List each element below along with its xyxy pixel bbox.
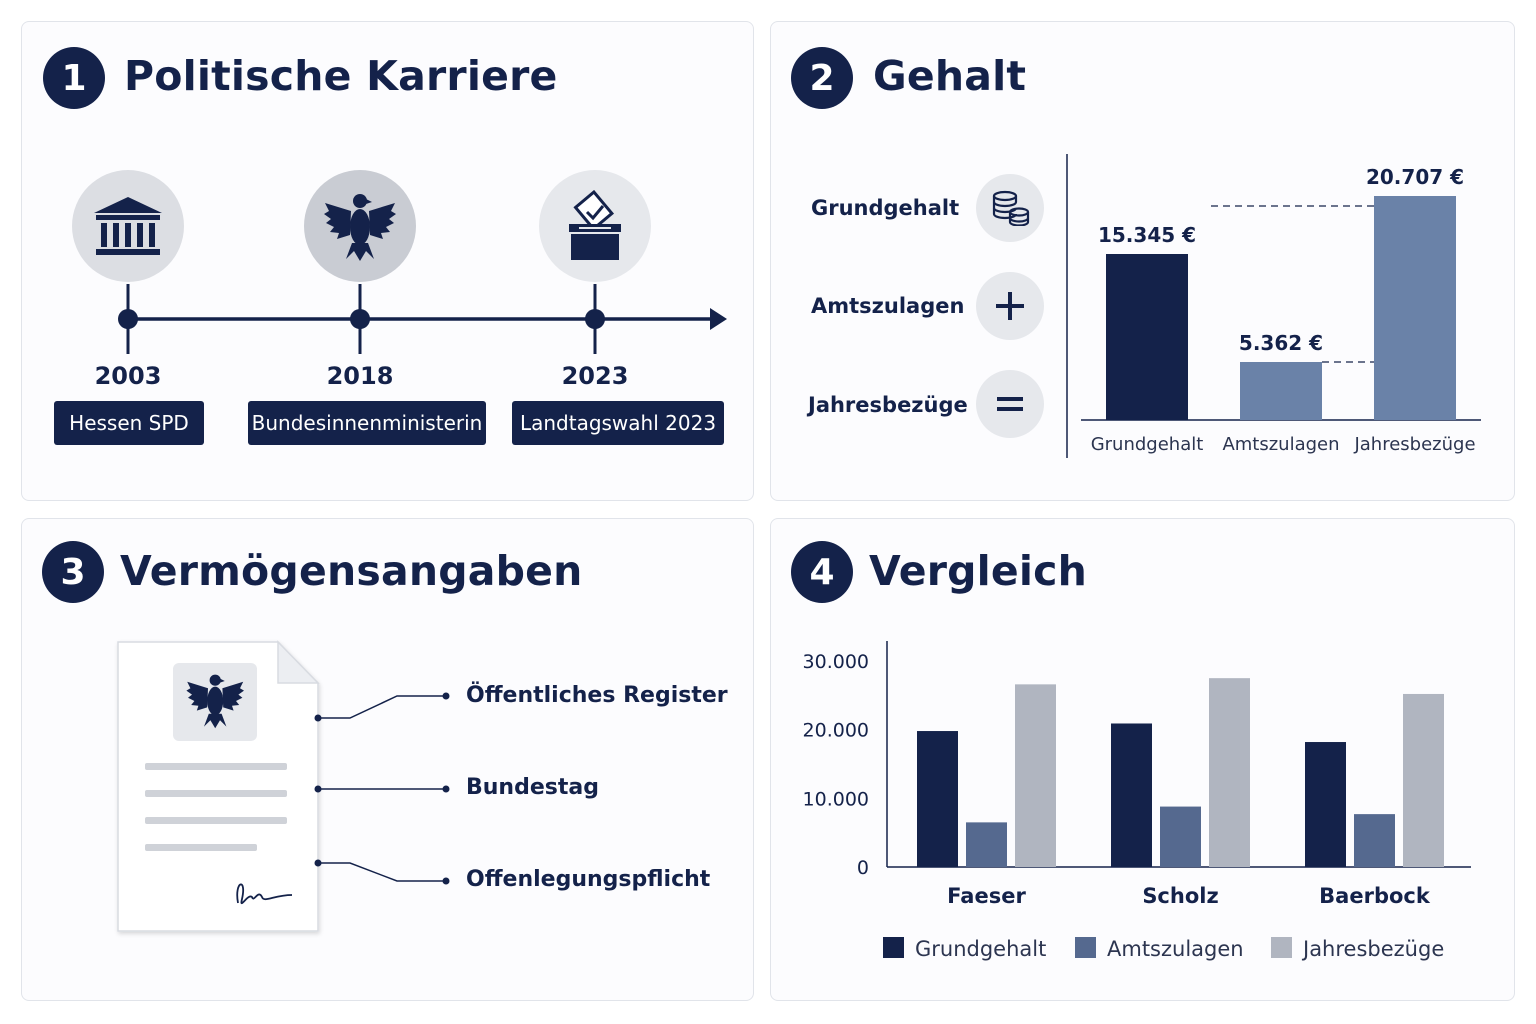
legend-label: Jahresbezüge	[1301, 937, 1444, 961]
bar-scholz-2	[1209, 678, 1250, 867]
bar-faeser-0	[917, 731, 958, 867]
legend-swatch	[1075, 937, 1096, 958]
salary-bar-chart: 15.345 € Grundgehalt 5.362 € Amtszulagen 20.…	[1066, 154, 1481, 458]
section-number-badge: 2	[791, 47, 853, 109]
milestone-label: Bundesinnenministerin	[248, 401, 486, 445]
y-tick-label: 20.000	[803, 720, 869, 742]
bar-faeser-1	[966, 822, 1007, 867]
bar-baerbock-2	[1403, 693, 1444, 867]
bar-0	[1106, 254, 1188, 420]
callout-label: Bundestag	[466, 775, 599, 800]
section-number-badge: 1	[43, 47, 105, 109]
x-tick-label: Faeser	[947, 884, 1026, 908]
milestone-year: 2003	[94, 362, 162, 390]
x-tick-label: Scholz	[1142, 884, 1218, 908]
y-tick-label: 30.000	[803, 651, 869, 673]
section-number-badge: 3	[42, 541, 104, 603]
milestone-label: Hessen SPD	[54, 401, 204, 445]
bar-value-label: 15.345 €	[1098, 223, 1196, 247]
legend-label: Amtszulagen	[1107, 937, 1244, 961]
coins-icon	[976, 174, 1044, 242]
bar-1	[1240, 361, 1322, 420]
salary-row-label: Jahresbezüge	[808, 393, 968, 417]
legend-swatch	[1271, 937, 1292, 958]
callout-label: Öffentliches Register	[466, 683, 728, 708]
salary-card: 2 Gehalt Grundgehalt Amtszulagen Jahresb…	[770, 21, 1515, 501]
x-tick-label: Jahresbezüge	[1353, 434, 1475, 455]
comparison-card: 4 Vergleich 0 10.000 20.000 30.000 Faeser Sch…	[770, 518, 1515, 1001]
bar-value-label: 20.707 €	[1366, 165, 1464, 189]
bar-scholz-1	[1160, 806, 1201, 867]
legend-swatch	[883, 937, 904, 958]
bar-faeser-2	[1015, 684, 1056, 867]
section-number-badge: 4	[791, 541, 853, 603]
milestone-year: 2018	[326, 362, 394, 390]
x-tick-label: Amtszulagen	[1222, 434, 1339, 455]
section-title: Politische Karriere	[124, 52, 558, 100]
y-tick-label: 0	[857, 857, 869, 879]
ballot-box-icon	[539, 170, 651, 282]
bar-2	[1374, 196, 1456, 420]
parliament-building-icon	[72, 170, 184, 282]
section-title: Vergleich	[869, 547, 1088, 595]
bar-baerbock-0	[1305, 742, 1346, 867]
bar-baerbock-1	[1354, 814, 1395, 867]
y-tick-label: 10.000	[803, 788, 869, 810]
federal-eagle-icon	[304, 170, 416, 282]
salary-row-label: Amtszulagen	[811, 294, 965, 318]
timeline-axis	[118, 284, 727, 354]
legend-label: Grundgehalt	[915, 937, 1046, 961]
milestone-label: Landtagswahl 2023	[512, 401, 724, 445]
milestone-year: 2023	[561, 362, 629, 390]
career-card: 1 Politische Karriere 2003 Hessen SPD	[21, 21, 754, 501]
bar-scholz-0	[1111, 723, 1152, 867]
salary-row-label: Grundgehalt	[811, 196, 960, 220]
equals-icon	[976, 370, 1044, 438]
bar-value-label: 5.362 €	[1239, 331, 1323, 355]
callout-label: Offenlegungspflicht	[466, 867, 711, 892]
x-tick-label: Grundgehalt	[1091, 434, 1204, 455]
x-tick-label: Baerbock	[1319, 884, 1431, 908]
comparison-bar-chart: 0 10.000 20.000 30.000 Faeser Scholz Baerbock G…	[803, 641, 1471, 961]
section-title: Gehalt	[873, 52, 1027, 100]
section-title: Vermögensangaben	[120, 547, 583, 595]
assets-card: 3 Vermögensangaben	[21, 518, 754, 1001]
plus-icon	[976, 272, 1044, 340]
official-document-icon	[117, 640, 450, 932]
